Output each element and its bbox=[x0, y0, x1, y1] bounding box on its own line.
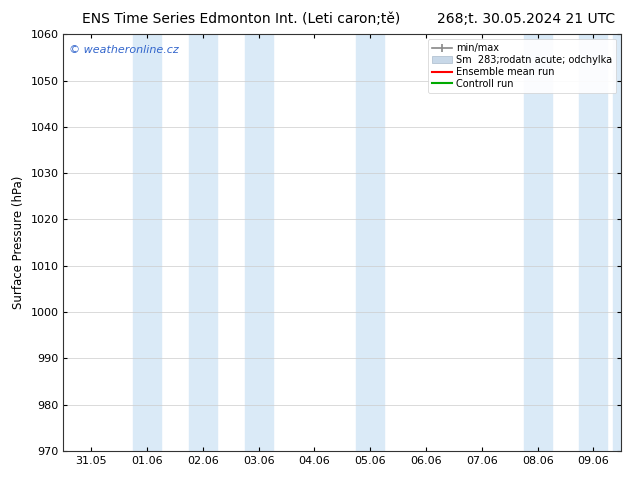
Text: © weatheronline.cz: © weatheronline.cz bbox=[69, 45, 179, 55]
Bar bbox=[579, 34, 607, 451]
Bar bbox=[245, 34, 273, 451]
Bar bbox=[133, 34, 161, 451]
Text: 268;t. 30.05.2024 21 UTC: 268;t. 30.05.2024 21 UTC bbox=[437, 12, 615, 26]
Bar bbox=[356, 34, 384, 451]
Bar bbox=[613, 34, 624, 451]
Bar bbox=[524, 34, 552, 451]
Bar bbox=[189, 34, 217, 451]
Legend: min/max, Sm  283;rodatn acute; odchylka, Ensemble mean run, Controll run: min/max, Sm 283;rodatn acute; odchylka, … bbox=[428, 39, 616, 93]
Y-axis label: Surface Pressure (hPa): Surface Pressure (hPa) bbox=[12, 176, 25, 309]
Text: ENS Time Series Edmonton Int. (Leti caron;tě): ENS Time Series Edmonton Int. (Leti caro… bbox=[82, 12, 400, 26]
